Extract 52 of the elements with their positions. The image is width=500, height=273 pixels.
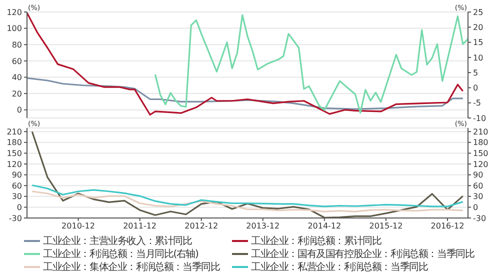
y2-tick-label: 5 [473,68,478,78]
y-tick-label: 90 [12,170,22,180]
x-tick-label: 2016-12 [430,222,464,231]
y-tick-label: 0 [16,106,22,115]
line-series [154,14,468,114]
y-tick-label: -30 [8,214,22,223]
y-tick-label: 210 [6,127,22,136]
line-series [27,12,464,116]
y-tick-label: 30 [12,192,22,202]
line-series [31,184,464,208]
y2-tick-label: -10 [473,114,486,123]
y2-tick-label: -5 [473,98,481,108]
legend-label: 工业企业：利润总额：当月同比(右轴) [43,248,198,260]
y-tick-label: 60 [12,56,22,66]
y-tick-label: 120 [6,8,22,17]
x-tick-label: 2013-12 [246,222,280,231]
x-tick-label: 2014-12 [308,222,342,231]
x-tick-label: 2012-12 [184,222,218,231]
y2-tick-label: 0 [473,84,478,93]
y2-tick-label: 0 [473,203,478,212]
line-series [31,190,464,212]
y2-tick-label: 90 [473,170,484,180]
y-tick-label: 60 [12,181,22,190]
y-tick-label: 20 [12,89,22,98]
y2-tick-label: 25 [473,8,484,17]
y2-tick-label: 120 [473,160,488,169]
line-series [27,77,464,110]
y-tick-label: 180 [6,138,22,148]
legend-label: 工业企业：集体企业：利润总额：当季同比 [43,260,220,273]
x-tick-label: 2011-12 [123,222,157,231]
y-tick-label: 40 [12,73,22,82]
y2-tick-label: 20 [473,22,484,32]
y-tick-label: 150 [6,149,22,158]
legend-label: 工业企业：私营企业：利润总额：当季同比 [251,260,428,273]
y2-tick-label: -30 [473,214,486,223]
y2-tick-label: 15 [473,38,484,48]
y-tick-label: 100 [6,24,22,34]
legend-label: 工业企业：利润总额：累计同比 [251,234,382,248]
y2-tick-label: 30 [473,192,484,202]
y2-tick-label: 150 [473,149,488,158]
y-tick-label: 80 [12,40,22,50]
y-tick-label: 0 [16,203,22,212]
x-tick-label: 2010-12 [62,222,95,231]
y2-tick-label: 60 [473,181,484,190]
legend-label: 工业企业：主营业务收入：累计同比 [43,234,192,248]
y2-tick-label: 10 [473,53,484,62]
y2-tick-label: 180 [473,138,488,148]
legend-label: 工业企业：国有及国有控股企业：利润总额：当季同比 [251,248,474,260]
x-tick-label: 2015-12 [369,222,403,231]
line-series [31,130,464,218]
y-tick-label: 120 [6,160,22,169]
y2-tick-label: 210 [473,127,488,136]
